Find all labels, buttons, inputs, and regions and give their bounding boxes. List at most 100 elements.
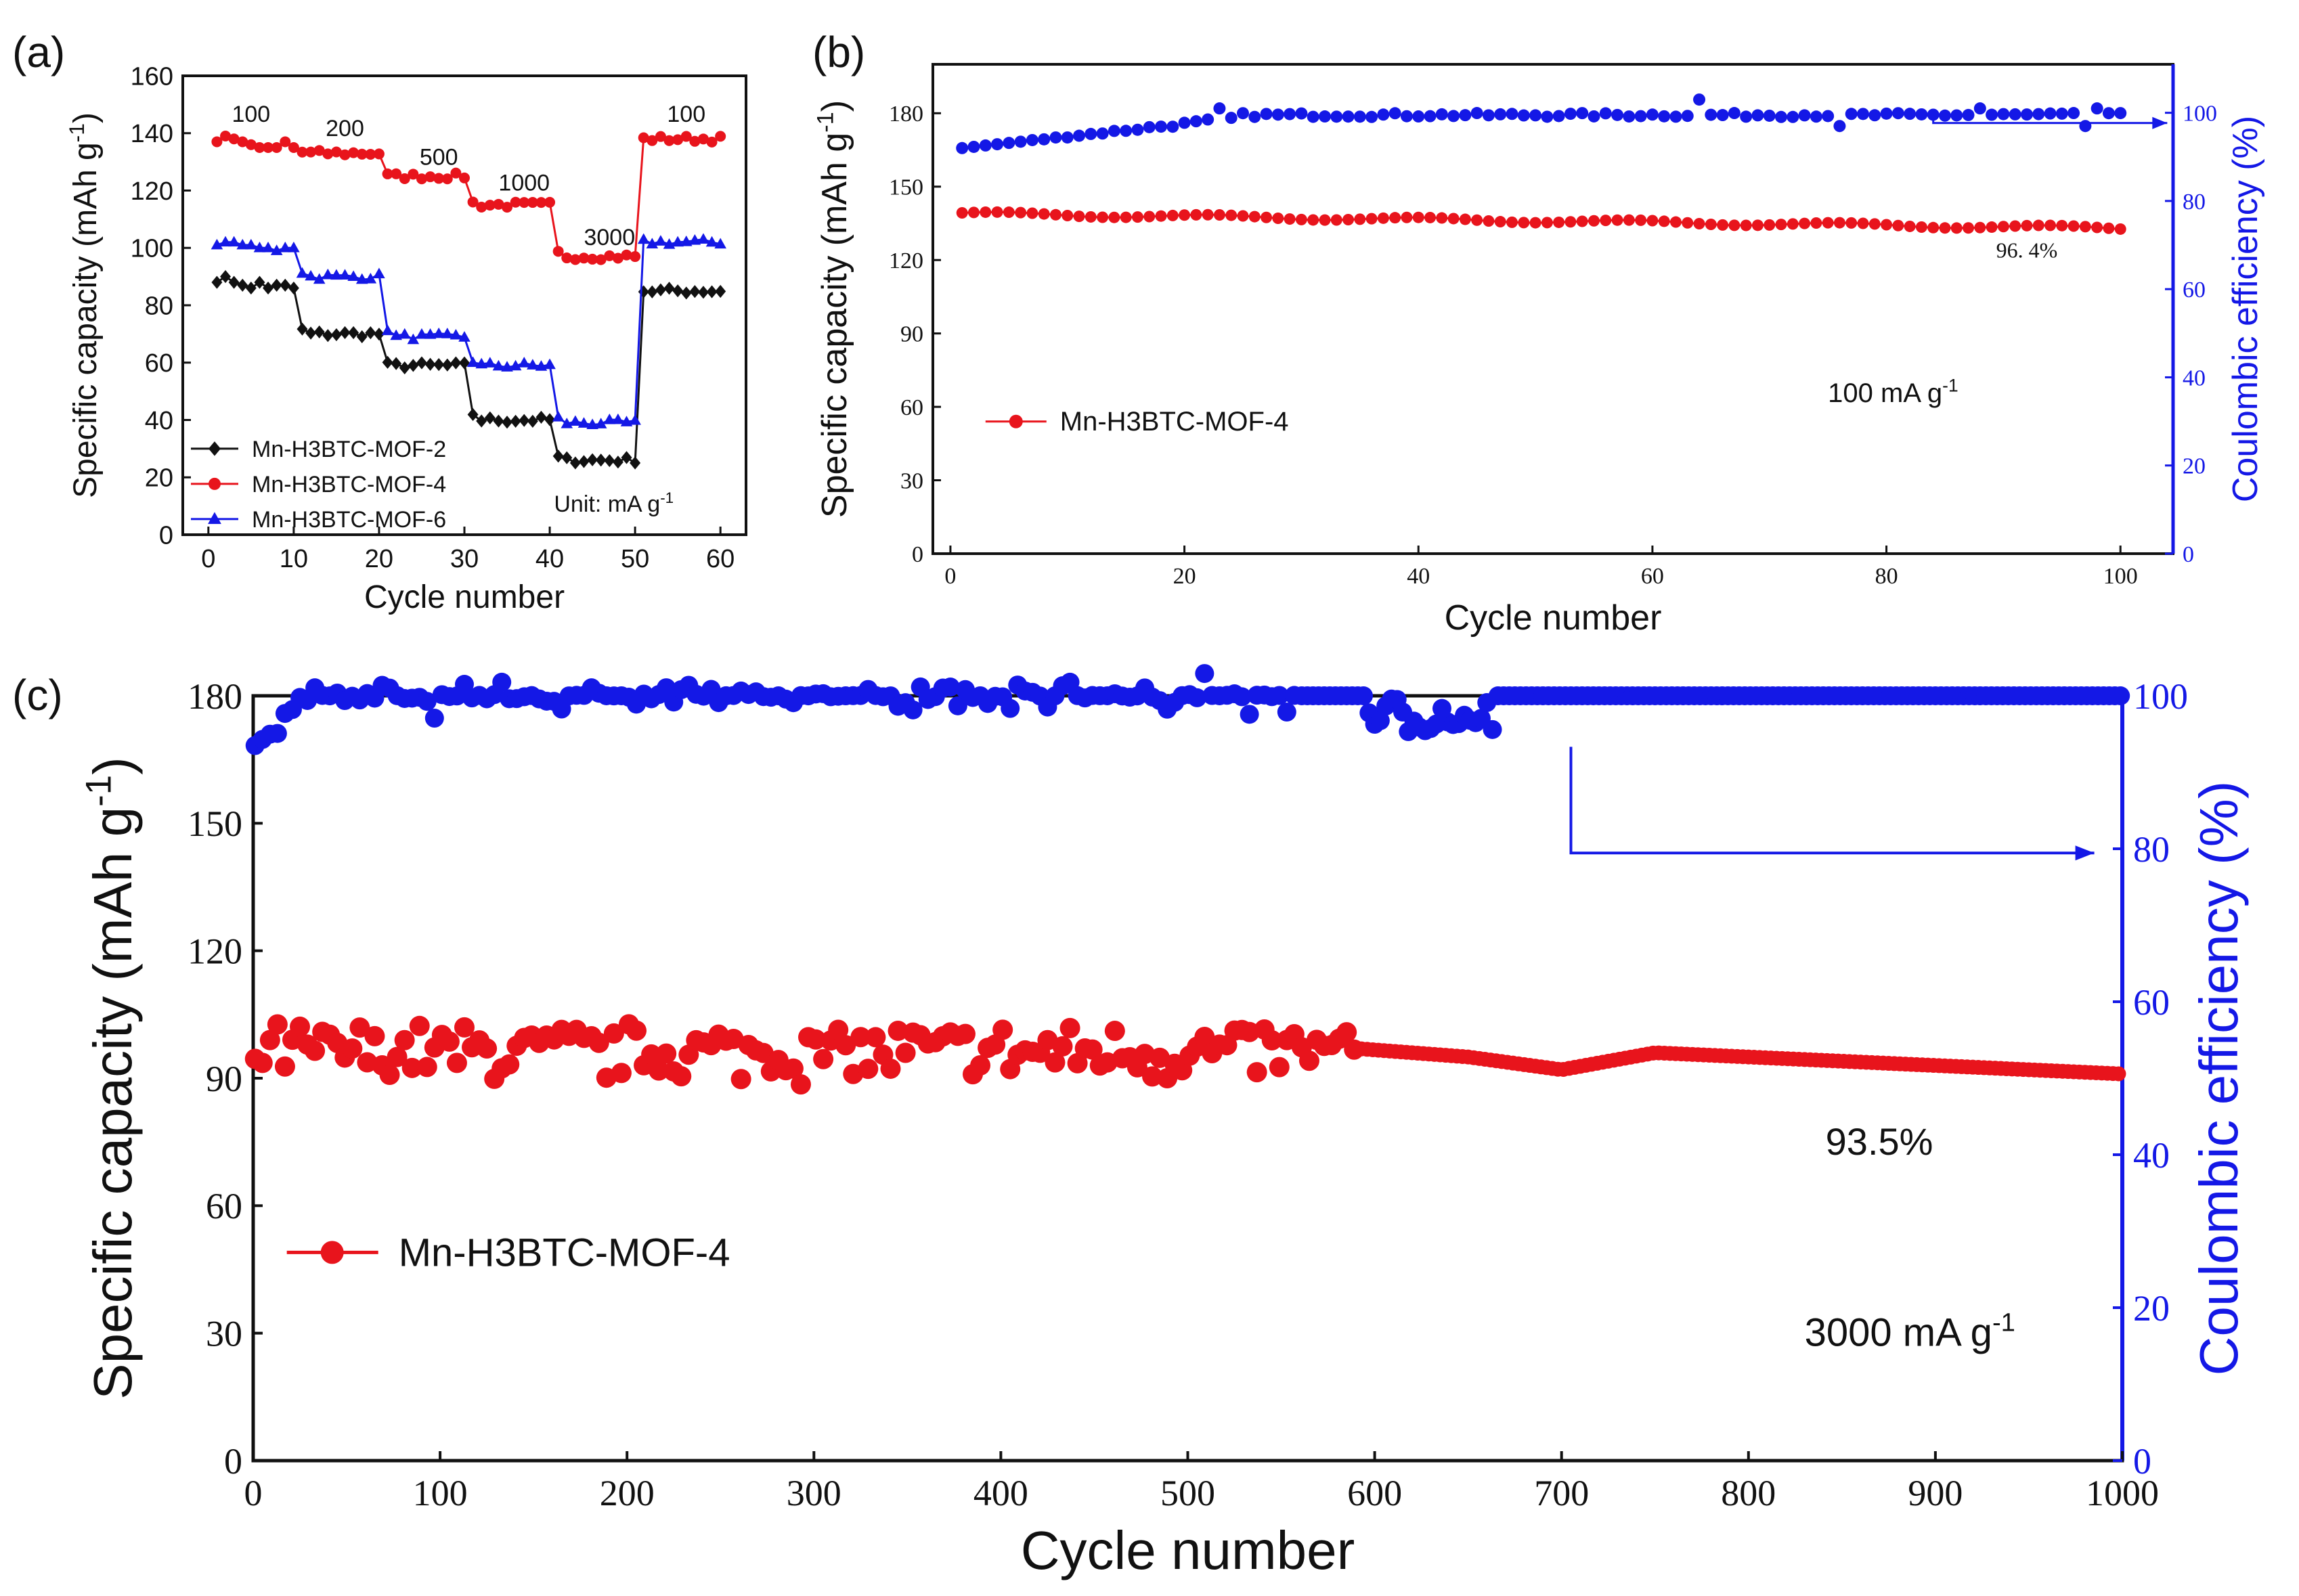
capacity-point xyxy=(342,1038,363,1059)
capacity-point xyxy=(1927,221,1940,234)
efficiency-point xyxy=(1178,116,1191,129)
capacity-point xyxy=(1939,222,1951,234)
efficiency-point xyxy=(1857,108,1869,120)
data-point xyxy=(220,270,232,284)
capacity-point xyxy=(955,1023,976,1044)
data-point xyxy=(697,133,709,145)
data-point xyxy=(688,234,701,245)
data-point xyxy=(330,269,343,280)
data-point xyxy=(612,252,623,264)
capacity-point xyxy=(439,1031,460,1052)
data-point xyxy=(433,173,445,184)
efficiency-point xyxy=(1576,107,1589,120)
data-point xyxy=(594,418,607,428)
y-tick-label: 60 xyxy=(206,1186,242,1226)
capacity-point xyxy=(1950,222,1963,234)
data-point xyxy=(527,197,538,208)
data-point xyxy=(672,284,684,298)
data-point xyxy=(373,328,385,341)
capacity-point xyxy=(401,1057,422,1078)
x-tick-label: 1000 xyxy=(2086,1473,2159,1513)
efficiency-point xyxy=(979,139,992,152)
data-point xyxy=(475,357,488,369)
efficiency-point xyxy=(1646,108,1659,121)
data-point xyxy=(586,418,598,429)
efficiency-point xyxy=(1798,109,1811,122)
capacity-point xyxy=(588,1032,609,1053)
efficiency-point xyxy=(1435,108,1448,120)
y-axis-label-end: ) xyxy=(68,112,104,123)
capacity-point xyxy=(409,1015,430,1036)
efficiency-point xyxy=(1470,107,1483,120)
x-tick-label: 20 xyxy=(1173,564,1196,589)
capacity-point xyxy=(1529,217,1541,229)
legend-marker xyxy=(1009,414,1023,428)
capacity-point xyxy=(1751,219,1764,231)
efficiency-point xyxy=(1973,102,1986,115)
efficiency-point xyxy=(1353,110,1366,123)
capacity-point xyxy=(1705,219,1717,231)
x-tick-label: 40 xyxy=(535,545,564,573)
efficiency-point xyxy=(2102,107,2115,120)
x-axis-label: Cycle number xyxy=(1021,1520,1355,1580)
capacity-point xyxy=(1588,215,1600,227)
y-tick-label: 150 xyxy=(188,803,242,844)
data-point xyxy=(646,238,659,248)
efficiency-point xyxy=(1073,129,1086,142)
efficiency-point xyxy=(1740,110,1753,123)
efficiency-point xyxy=(1038,133,1051,146)
data-point xyxy=(373,267,385,279)
capacity-point xyxy=(2056,219,2068,231)
capacity-point xyxy=(1892,219,1904,231)
capacity-point xyxy=(305,1040,326,1061)
current-label: 3000 mA g-1 xyxy=(1805,1308,2015,1354)
capacity-point xyxy=(1471,214,1483,226)
legend-marker xyxy=(209,441,221,456)
capacity-point xyxy=(1810,217,1822,229)
data-point xyxy=(356,148,368,160)
efficiency-point xyxy=(1166,120,1179,133)
capacity-point xyxy=(394,1029,415,1050)
efficiency-point xyxy=(1904,108,1917,120)
x-axis-label: Cycle number xyxy=(364,579,565,615)
capacity-point xyxy=(1269,1057,1290,1078)
rate-label: 100 xyxy=(232,102,270,127)
efficiency-point xyxy=(1787,110,1799,123)
data-point xyxy=(552,449,564,463)
y-axis-label: Specific capacity (mAh g-1) xyxy=(812,100,854,518)
data-point xyxy=(603,414,616,424)
capacity-point xyxy=(1330,214,1342,226)
capacity-point xyxy=(1997,221,2009,233)
data-point xyxy=(450,167,462,179)
capacity-point xyxy=(1986,221,1998,234)
capacity-point xyxy=(1904,220,1916,232)
data-point xyxy=(587,253,598,265)
data-point xyxy=(253,242,266,252)
efficiency-point xyxy=(1388,107,1401,120)
data-point xyxy=(577,417,590,428)
data-point xyxy=(407,333,420,345)
y-axis-label-sup: -1 xyxy=(64,123,89,142)
efficiency-point xyxy=(1342,110,1355,123)
data-point xyxy=(288,242,300,252)
data-point xyxy=(305,146,317,158)
data-point xyxy=(467,407,479,422)
data-point xyxy=(706,136,718,148)
efficiency-point xyxy=(1003,137,1015,150)
data-point xyxy=(236,238,249,250)
y-axis-label-sup: -1 xyxy=(79,775,119,807)
capacity-point xyxy=(259,1029,280,1050)
capacity-point xyxy=(1963,222,1975,234)
y2-tick-label: 60 xyxy=(2183,278,2206,303)
data-point xyxy=(697,286,709,299)
data-point xyxy=(552,411,565,422)
capacity-point xyxy=(1015,206,1027,219)
data-point xyxy=(381,324,394,336)
x-tick-label: 80 xyxy=(1875,564,1898,589)
data-point xyxy=(492,359,505,371)
efficiency-point xyxy=(903,700,923,719)
efficiency-point xyxy=(2067,107,2080,120)
y-axis-label-sup: -1 xyxy=(812,112,838,133)
legend-marker xyxy=(320,1241,344,1264)
efficiency-point xyxy=(1195,664,1214,684)
